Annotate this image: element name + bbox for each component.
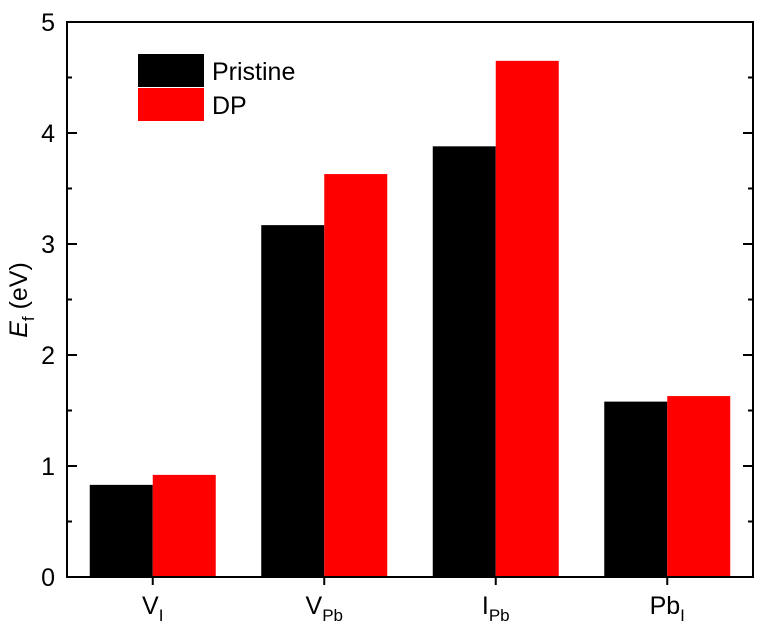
bar-pristine-ipb [432,146,496,577]
x-tick-label: VPb [306,592,343,625]
legend-label-pristine: Pristine [212,58,295,86]
y-tick-label: 5 [41,9,55,37]
bar-dp-vpb [324,174,388,577]
x-tick-label: VI [142,592,163,625]
x-axis: VI VPb IPb PbI [142,577,685,625]
y-tick-label: 2 [41,342,55,370]
y-tick-label: 3 [41,231,55,259]
bar-pristine-vpb [261,225,325,577]
legend-swatch-dp [138,88,204,121]
legend-swatch-pristine [138,54,204,87]
bar-dp-ipb [495,60,559,578]
legend-label-dp: DP [212,92,247,120]
y-axis-title: Ef (eV) [5,262,38,338]
x-tick-label: IPb [482,592,510,625]
y-axis: 0 1 2 3 4 5 [41,9,753,592]
bar-dp-vi [152,474,216,577]
bar-pristine-pbi [604,401,668,577]
y-tick-label: 1 [41,453,55,481]
x-tick-label: PbI [650,592,685,625]
bar-dp-pbi [667,396,731,577]
y-tick-label: 4 [41,120,55,148]
legend: Pristine DP [138,54,295,121]
bars-group [89,60,731,578]
y-tick-label: 0 [41,564,55,592]
bar-pristine-vi [89,484,153,577]
